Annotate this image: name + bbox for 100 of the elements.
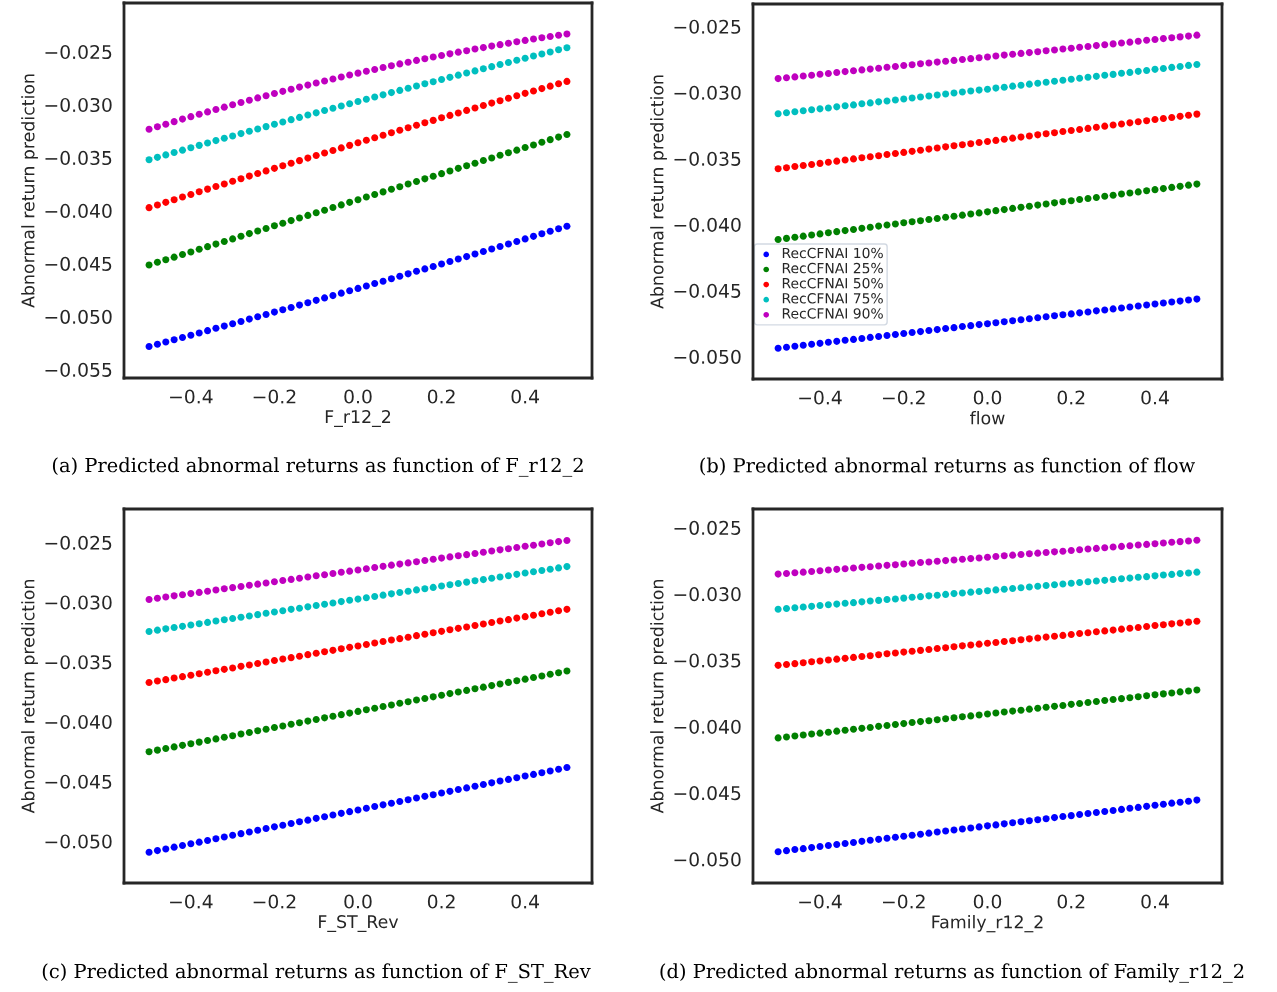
point xyxy=(925,592,933,600)
point xyxy=(187,190,195,198)
point xyxy=(1050,129,1059,137)
point xyxy=(866,723,874,731)
point xyxy=(404,124,412,132)
point xyxy=(799,603,807,611)
point xyxy=(875,222,883,230)
point xyxy=(983,822,992,830)
point xyxy=(429,78,437,86)
point xyxy=(362,95,370,103)
point xyxy=(1184,797,1193,805)
point xyxy=(1176,182,1184,190)
point xyxy=(1000,206,1008,214)
x-tick-label: −0.4 xyxy=(799,390,842,405)
point xyxy=(412,632,421,640)
x-tick-label: −0.4 xyxy=(170,894,213,909)
point xyxy=(1009,50,1017,58)
point xyxy=(555,225,563,233)
point xyxy=(900,648,908,656)
point xyxy=(212,735,220,743)
point xyxy=(153,258,161,266)
point xyxy=(900,560,908,568)
point xyxy=(279,162,287,170)
x-tick-label: 0.0 xyxy=(344,894,372,909)
x-axis-title: F_r12_2 xyxy=(325,410,391,428)
point xyxy=(153,594,161,602)
point xyxy=(1017,636,1025,644)
point xyxy=(521,542,529,550)
point xyxy=(1101,306,1109,314)
point xyxy=(429,53,437,61)
point xyxy=(346,141,354,149)
point xyxy=(170,743,178,751)
point xyxy=(521,89,529,97)
point xyxy=(1084,124,1092,132)
point xyxy=(849,225,858,234)
x-tick-label: 0.2 xyxy=(1057,390,1085,405)
x-tick-label: 0.4 xyxy=(511,389,539,404)
point xyxy=(1193,295,1201,303)
point xyxy=(538,85,546,93)
point xyxy=(891,96,899,104)
point xyxy=(1109,696,1117,704)
point xyxy=(1143,540,1151,548)
point xyxy=(229,831,237,839)
point xyxy=(883,97,891,105)
point xyxy=(1000,637,1008,646)
point xyxy=(195,738,203,746)
point xyxy=(1109,121,1117,129)
point xyxy=(329,104,337,112)
point xyxy=(1176,62,1184,70)
point xyxy=(555,669,563,677)
point xyxy=(933,716,941,724)
point xyxy=(824,566,832,574)
point xyxy=(774,848,782,856)
point xyxy=(379,637,387,646)
point xyxy=(446,50,454,58)
point xyxy=(187,621,195,629)
point xyxy=(162,676,170,684)
y-tick-label: −0.040 xyxy=(45,203,112,219)
point xyxy=(1151,300,1159,308)
point xyxy=(1151,801,1159,809)
point xyxy=(237,582,245,590)
point xyxy=(883,834,891,842)
point xyxy=(354,595,362,603)
point xyxy=(1000,820,1008,828)
point xyxy=(513,56,521,64)
point xyxy=(538,769,546,777)
point xyxy=(967,87,975,95)
point xyxy=(145,678,153,687)
point xyxy=(262,92,270,100)
point xyxy=(153,340,161,348)
point xyxy=(145,748,153,756)
point xyxy=(262,310,270,318)
point xyxy=(387,185,395,193)
point xyxy=(513,92,521,100)
point xyxy=(488,63,496,71)
point xyxy=(1159,571,1167,579)
point xyxy=(254,94,262,102)
point xyxy=(513,614,521,622)
point xyxy=(1184,687,1193,695)
point xyxy=(312,79,320,87)
point xyxy=(1184,569,1193,577)
point xyxy=(170,149,178,157)
point xyxy=(546,227,554,235)
point xyxy=(891,330,899,339)
point xyxy=(925,92,933,100)
point xyxy=(220,134,228,142)
point xyxy=(875,596,883,604)
point xyxy=(782,74,791,82)
point xyxy=(287,85,295,93)
point xyxy=(808,231,816,239)
point xyxy=(438,691,446,699)
point xyxy=(799,161,807,170)
point xyxy=(975,138,983,147)
point xyxy=(237,175,245,183)
point xyxy=(304,816,312,824)
point xyxy=(262,123,270,131)
x-tick-label: 0.0 xyxy=(973,390,1002,405)
point xyxy=(479,781,487,789)
point xyxy=(546,48,554,56)
point xyxy=(1042,703,1050,711)
